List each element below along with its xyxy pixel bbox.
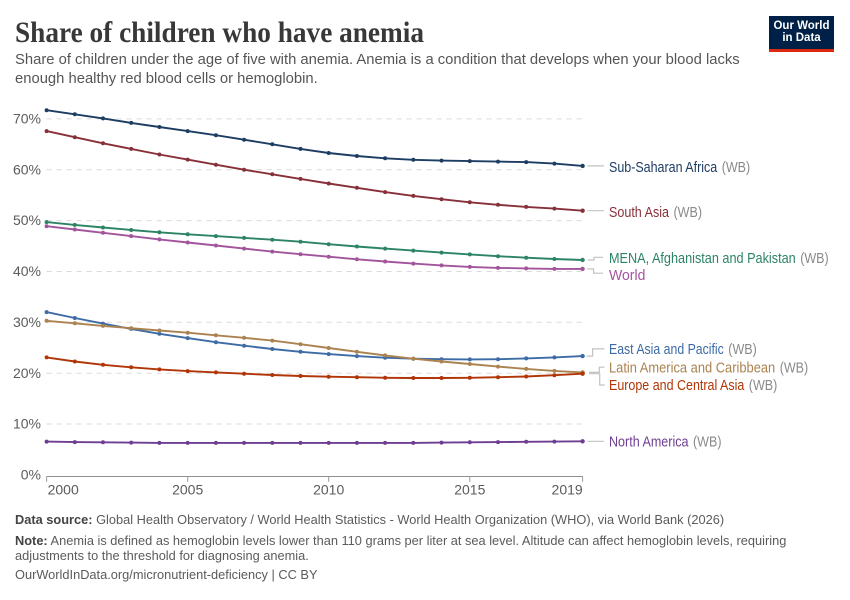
svg-text:(WB): (WB) bbox=[722, 160, 751, 176]
svg-text:(WB): (WB) bbox=[749, 378, 778, 394]
svg-text:2000: 2000 bbox=[48, 482, 79, 498]
svg-text:North America: North America bbox=[609, 434, 689, 450]
svg-text:10%: 10% bbox=[13, 416, 41, 432]
svg-text:Europe and Central Asia: Europe and Central Asia bbox=[609, 378, 744, 394]
svg-text:30%: 30% bbox=[13, 314, 41, 330]
svg-text:2010: 2010 bbox=[313, 482, 344, 498]
svg-text:World: World bbox=[609, 268, 645, 284]
svg-text:Share of children who have ane: Share of children who have anemia bbox=[15, 17, 424, 49]
svg-text:0%: 0% bbox=[21, 467, 41, 483]
svg-text:60%: 60% bbox=[13, 161, 41, 177]
svg-text:Latin America and Caribbean: Latin America and Caribbean bbox=[609, 360, 775, 376]
svg-text:East Asia and Pacific: East Asia and Pacific bbox=[609, 342, 724, 358]
svg-text:Sub-Saharan Africa: Sub-Saharan Africa bbox=[609, 160, 717, 176]
svg-text:2019: 2019 bbox=[552, 482, 583, 498]
svg-text:(WB): (WB) bbox=[728, 342, 757, 358]
svg-text:2015: 2015 bbox=[454, 482, 485, 498]
svg-text:70%: 70% bbox=[13, 111, 41, 127]
svg-text:(WB): (WB) bbox=[800, 251, 829, 267]
svg-text:South Asia: South Asia bbox=[609, 205, 669, 221]
svg-text:(WB): (WB) bbox=[780, 360, 809, 376]
svg-text:2005: 2005 bbox=[172, 482, 203, 498]
svg-text:MENA, Afghanistan and Pakistan: MENA, Afghanistan and Pakistan bbox=[609, 251, 796, 267]
svg-text:20%: 20% bbox=[13, 365, 41, 381]
svg-text:50%: 50% bbox=[13, 212, 41, 228]
svg-text:(WB): (WB) bbox=[693, 434, 722, 450]
svg-text:(WB): (WB) bbox=[674, 205, 703, 221]
svg-text:40%: 40% bbox=[13, 263, 41, 279]
